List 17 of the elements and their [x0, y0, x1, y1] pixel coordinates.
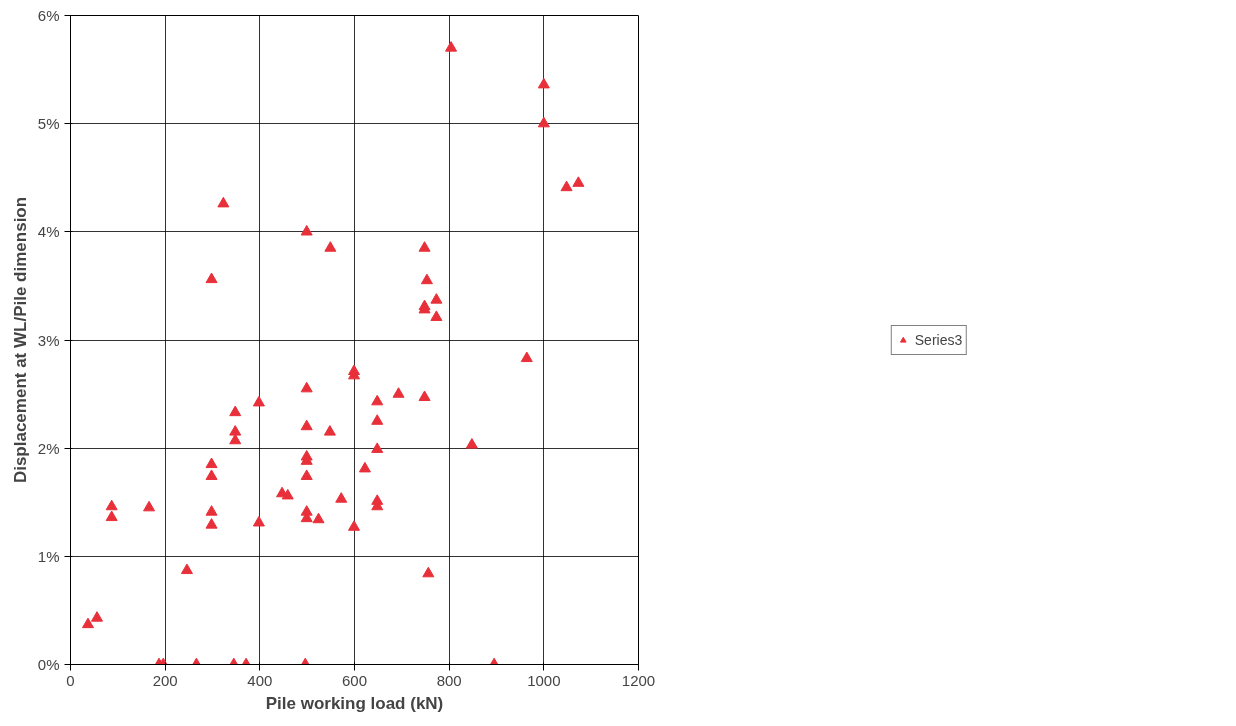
x-tick-label: 1000	[527, 671, 561, 689]
x-tick-label: 1200	[621, 671, 656, 689]
x-tick-label: 600	[341, 671, 368, 689]
x-tick-label: 400	[247, 671, 273, 689]
y-tick-label: 3%	[37, 331, 60, 349]
x-tick-label: 0	[66, 671, 75, 689]
y-tick-label: 2%	[37, 439, 60, 457]
y-tick-label: 5%	[37, 115, 60, 133]
y-tick-label: 0%	[37, 656, 60, 673]
y-tick-label: 6%	[37, 7, 60, 24]
legend-label: Series3	[914, 331, 963, 348]
x-tick-label: 800	[436, 671, 462, 689]
x-axis-title: Pile working load (kN)	[265, 693, 444, 713]
y-tick-label: 1%	[37, 547, 60, 565]
y-axis-title: Displacement at WL/Pile dimension	[10, 196, 30, 484]
y-tick-label: 4%	[37, 223, 60, 241]
x-tick-label: 200	[152, 671, 178, 689]
